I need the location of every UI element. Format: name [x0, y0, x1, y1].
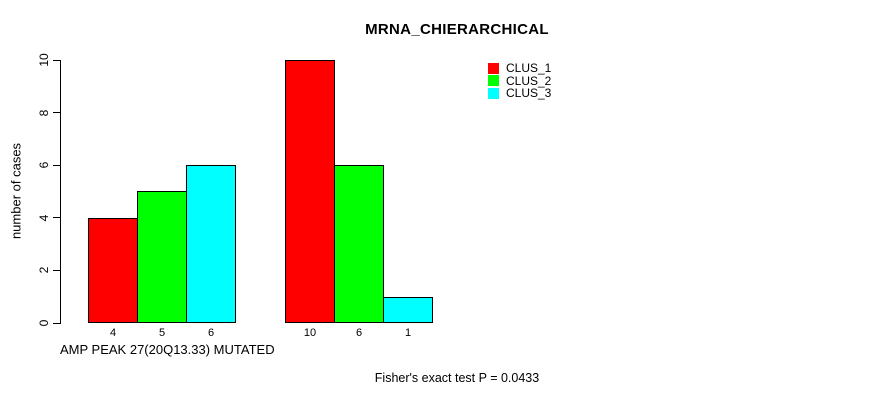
- bar-clus_2-group2: [334, 165, 384, 323]
- legend-swatch-icon: [488, 75, 499, 87]
- y-axis-line: [60, 60, 61, 324]
- legend-swatch-icon: [488, 87, 499, 99]
- x-tick-label: 4: [109, 327, 117, 339]
- x-axis-label: AMP PEAK 27(20Q13.33) MUTATED: [60, 342, 275, 357]
- y-tick-label: 2: [37, 267, 51, 274]
- x-tick-label: 10: [303, 327, 317, 339]
- y-tick: [53, 217, 61, 219]
- legend-item-clus_3: CLUS_3: [488, 87, 551, 100]
- y-tick-label: 0: [37, 319, 51, 327]
- bar-clus_3-group2: [383, 297, 433, 323]
- y-axis-label: number of cases: [8, 142, 24, 240]
- y-tick-label: 8: [37, 109, 51, 116]
- x-tick-label: 1: [404, 327, 412, 339]
- x-tick-label: 5: [158, 327, 166, 339]
- bar-clus_2-group1: [137, 191, 187, 323]
- legend-label: CLUS_2: [506, 73, 552, 88]
- y-tick: [53, 164, 61, 166]
- legend: CLUS_1 CLUS_2 CLUS_3: [488, 62, 551, 100]
- x-tick-label: 6: [355, 327, 363, 339]
- y-tick: [53, 59, 61, 61]
- bar-clus_3-group1: [186, 165, 236, 323]
- legend-label: CLUS_1: [506, 61, 552, 76]
- y-tick: [53, 269, 61, 271]
- y-tick-label: 4: [37, 214, 51, 222]
- bar-clus_1-group1: [88, 218, 138, 323]
- x-tick-label: 6: [207, 327, 215, 339]
- y-tick: [53, 322, 61, 324]
- legend-item-clus_2: CLUS_2: [488, 75, 551, 88]
- y-tick-label: 10: [37, 53, 51, 67]
- annotation-fisher-test: Fisher's exact test P = 0.0433: [374, 371, 540, 385]
- legend-swatch-icon: [488, 62, 499, 74]
- y-tick: [53, 112, 61, 114]
- legend-label: CLUS_3: [506, 86, 552, 101]
- bar-clus_1-group2: [285, 60, 335, 323]
- chart-title: MRNA_CHIERARCHICAL: [365, 21, 549, 38]
- y-tick-label: 6: [37, 161, 51, 169]
- legend-item-clus_1: CLUS_1: [488, 62, 551, 75]
